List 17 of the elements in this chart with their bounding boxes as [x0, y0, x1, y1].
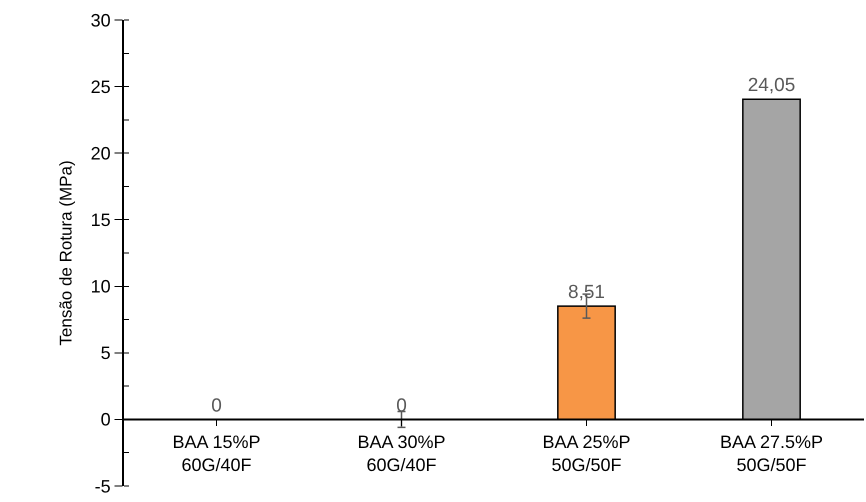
y-tick-label: 15	[90, 210, 111, 230]
data-label: 0	[396, 395, 407, 416]
data-label: 24,05	[748, 75, 796, 96]
x-tick-label: BAA 27.5%P 50G/50F	[720, 432, 824, 476]
x-tick-label: BAA 30%P 60G/40F	[357, 432, 446, 476]
y-tick-label: 10	[90, 276, 111, 297]
y-tick-label: 5	[100, 343, 111, 364]
x-tick-label: BAA 15%P 60G/40F	[172, 432, 261, 476]
y-tick-label: 25	[90, 76, 111, 97]
data-label: 8,51	[568, 282, 605, 304]
y-tick-label: 20	[90, 143, 111, 164]
y-tick-label: -5	[94, 476, 111, 496]
y-tick-label: 30	[90, 10, 111, 30]
data-label: 0	[211, 395, 222, 416]
x-tick-label: BAA 25%P 50G/50F	[542, 432, 631, 476]
y-tick-label: 0	[100, 410, 111, 430]
y-axis-title: Tensão de Rotura (MPa)	[56, 160, 76, 346]
